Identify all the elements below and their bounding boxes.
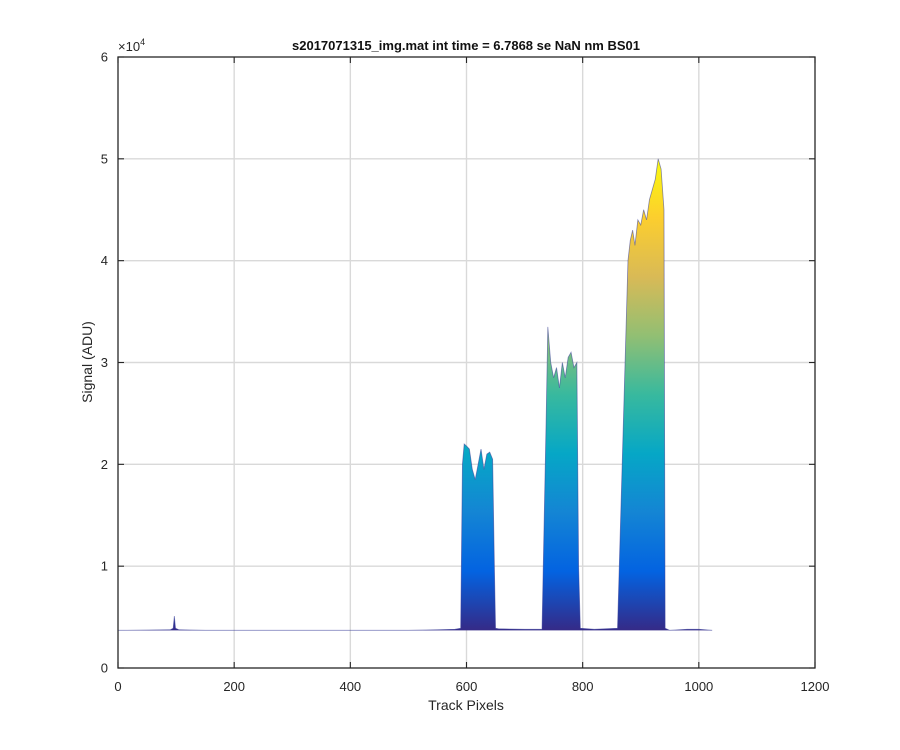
y-tick-label: 1 [101, 559, 108, 574]
signal-area [118, 158, 713, 631]
x-tick-label: 1200 [801, 679, 830, 694]
x-axis-label: Track Pixels [428, 697, 504, 713]
x-tick-label: 1000 [684, 679, 713, 694]
x-tick-label: 0 [114, 679, 121, 694]
tick-marks [117, 56, 816, 669]
signal-line [118, 158, 713, 631]
x-tick-label: 800 [572, 679, 594, 694]
data-layer [118, 158, 713, 631]
y-tick-label: 6 [101, 50, 108, 65]
tick-labels: 0 200 400 600 800 1000 1200 0 1 2 3 4 5 6 [101, 50, 830, 695]
y-axis-label: Signal (ADU) [79, 321, 95, 403]
y-exponent-power: 4 [140, 37, 145, 47]
y-tick-label: 3 [101, 355, 108, 370]
y-exponent-base: ×10 [118, 39, 140, 54]
chart-title: s2017071315_img.mat int time = 6.7868 se… [292, 38, 640, 53]
y-tick-label: 2 [101, 457, 108, 472]
x-tick-label: 400 [339, 679, 361, 694]
x-tick-label: 200 [223, 679, 245, 694]
x-tick-label: 600 [456, 679, 478, 694]
y-exponent-label: ×104 [118, 37, 145, 54]
y-tick-label: 5 [101, 151, 108, 166]
y-tick-label: 0 [101, 661, 108, 676]
y-tick-label: 4 [101, 253, 108, 268]
